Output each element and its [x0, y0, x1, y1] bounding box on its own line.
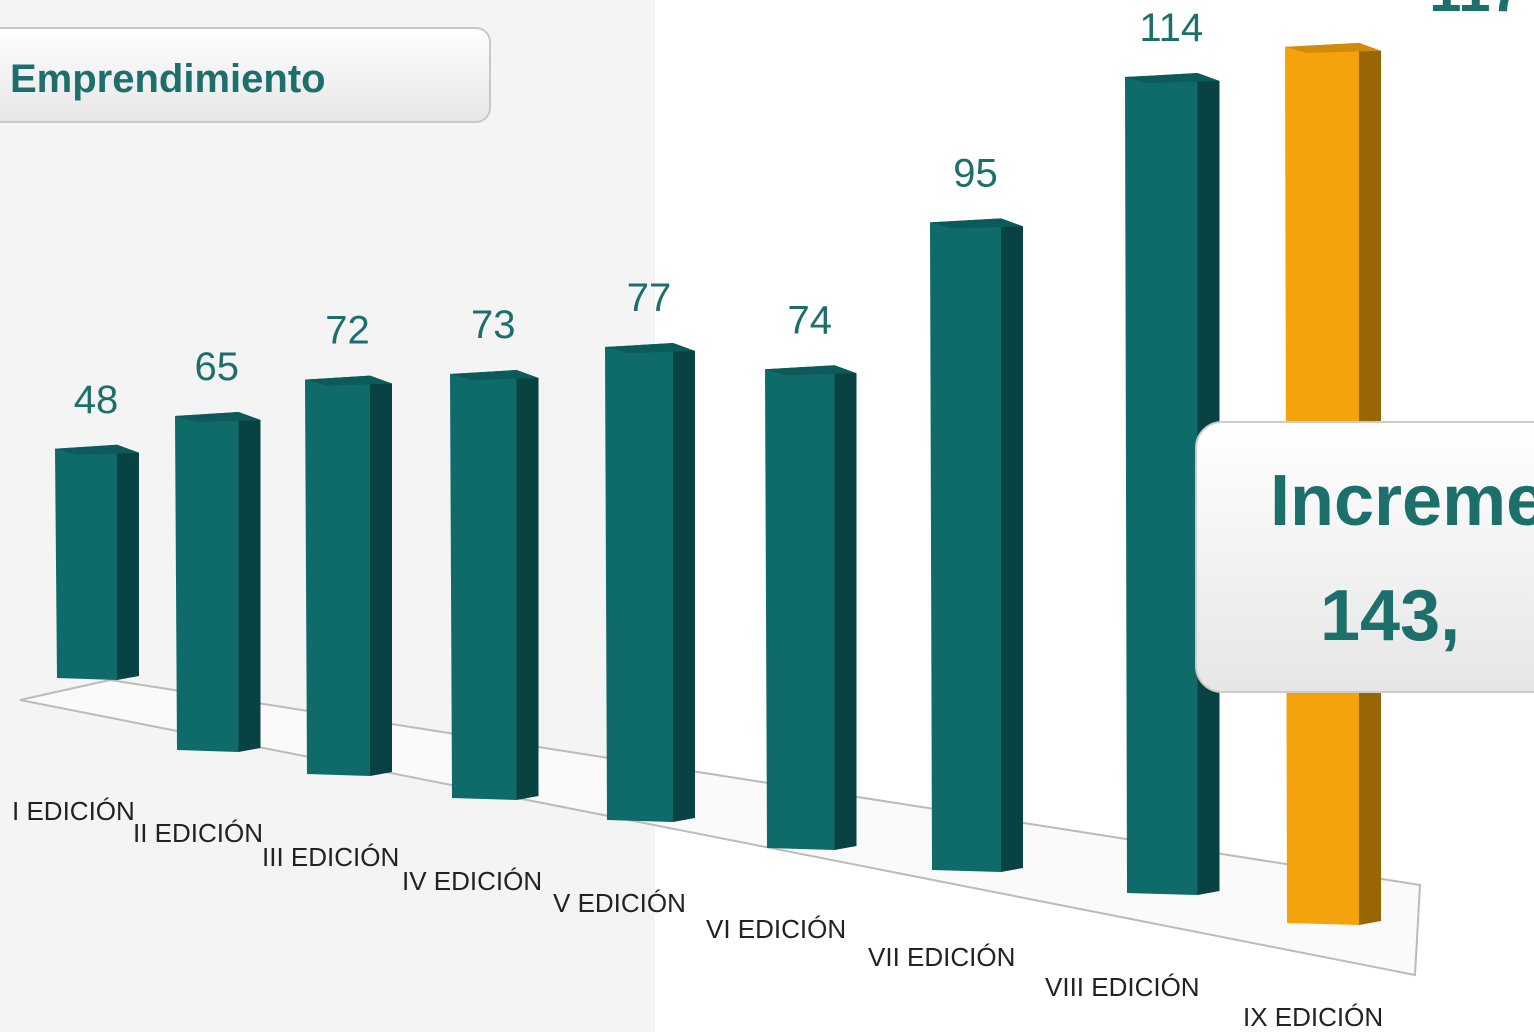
x-tick-label: II EDICIÓN — [133, 818, 263, 848]
x-tick-label: I EDICIÓN — [12, 796, 135, 826]
callout-text: Increme — [1270, 461, 1534, 541]
bar — [450, 370, 517, 800]
value-label: 77 — [627, 276, 672, 320]
bar-top — [175, 412, 261, 423]
chart-title: Emprendimiento — [10, 57, 326, 101]
title-box — [0, 27, 491, 123]
bar — [1125, 73, 1198, 895]
bar-side — [834, 365, 857, 850]
x-tick-label: VII EDICIÓN — [868, 942, 1015, 972]
bar-top — [930, 218, 1023, 229]
callout-text: 143, — [1320, 576, 1460, 656]
bar-top — [1285, 42, 1381, 53]
x-tick-label: V EDICIÓN — [553, 888, 686, 918]
bar-top — [1125, 73, 1220, 84]
bar-side — [673, 343, 695, 822]
x-tick-label: VIII EDICIÓN — [1045, 972, 1200, 1002]
value-label: 117 — [1429, 0, 1523, 24]
value-label: 95 — [953, 151, 998, 195]
value-label: 114 — [1139, 6, 1203, 50]
value-label: 73 — [471, 303, 516, 347]
bar — [175, 412, 239, 752]
bar-side — [238, 412, 261, 752]
callout-box — [1195, 421, 1534, 693]
x-tick-label: IX EDICIÓN — [1243, 1002, 1383, 1032]
value-label: 65 — [195, 345, 240, 389]
bar-top — [765, 365, 857, 376]
bar — [305, 375, 370, 776]
bar — [55, 444, 117, 680]
bar-side — [516, 370, 539, 800]
bar — [765, 365, 835, 850]
bar — [605, 343, 673, 822]
x-tick-label: III EDICIÓN — [262, 842, 399, 872]
bar-top — [450, 370, 539, 381]
x-tick-label: IV EDICIÓN — [402, 866, 542, 896]
bar-side — [370, 375, 392, 776]
bar-top — [55, 444, 139, 455]
value-label: 74 — [788, 298, 833, 342]
bar-top — [605, 343, 695, 354]
value-label: 48 — [74, 378, 119, 422]
x-tick-label: VI EDICIÓN — [706, 914, 846, 944]
bar-side — [117, 444, 139, 680]
value-label: 72 — [325, 309, 370, 353]
bar-side — [1001, 218, 1023, 872]
bar — [930, 218, 1001, 872]
bar-top — [305, 375, 392, 386]
